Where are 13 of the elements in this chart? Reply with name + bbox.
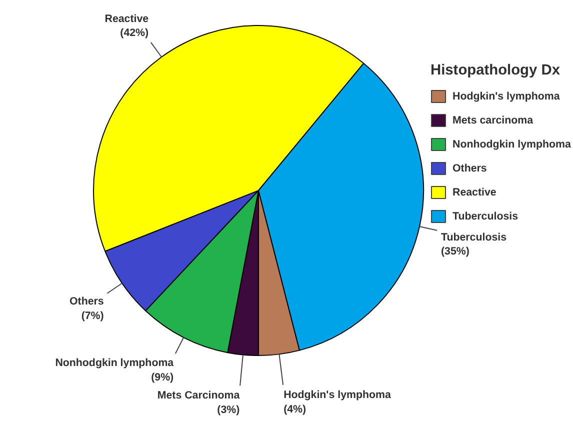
- legend-label: Nonhodgkin lymphoma: [452, 138, 571, 150]
- legend-label: Mets carcinoma: [452, 114, 534, 126]
- legend-label: Hodgkin's lymphoma: [452, 90, 560, 102]
- legend-label: Reactive: [452, 186, 496, 198]
- data-label: Tuberculosis (35%): [440, 231, 507, 258]
- legend-label: Tuberculosis: [452, 210, 518, 222]
- data-label: Reactive (42%): [104, 12, 150, 40]
- data-label: Hodgkin's lymphoma (4%): [284, 388, 391, 416]
- legend-title: Histopathology Dx: [430, 62, 561, 78]
- data-label: Others (7%): [69, 296, 104, 322]
- legend-label: Others: [452, 162, 487, 174]
- data-label: Nonhodgkin lymphoma (9%): [55, 357, 174, 384]
- data-label: Mets Carcinoma (3%): [157, 390, 240, 416]
